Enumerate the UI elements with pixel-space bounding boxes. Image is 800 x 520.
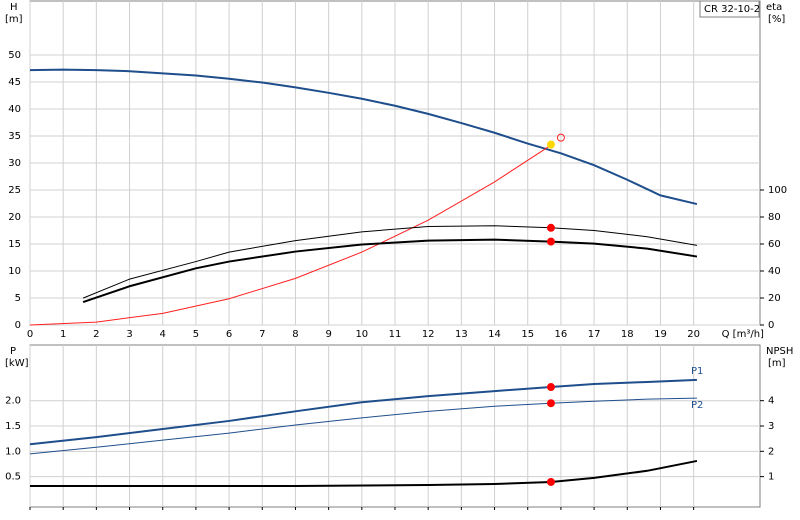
x-tick-label: 13 bbox=[455, 329, 468, 340]
curve bbox=[29, 397, 697, 455]
series-label: P2 bbox=[691, 400, 703, 411]
y-axis-unit: [kW] bbox=[5, 358, 29, 369]
y-tick-label: 35 bbox=[8, 131, 21, 142]
operating-point bbox=[546, 140, 555, 149]
x-tick-label: 17 bbox=[588, 329, 601, 340]
x-tick-label: 15 bbox=[521, 329, 534, 340]
y2-axis-unit: [%] bbox=[768, 14, 785, 25]
x-tick-label: 2 bbox=[93, 329, 99, 340]
x-tick-label: 1 bbox=[60, 329, 66, 340]
y-axis-label: H bbox=[10, 2, 18, 13]
x-tick-label: 14 bbox=[488, 329, 501, 340]
y-tick-label: 25 bbox=[8, 185, 21, 196]
operating-point bbox=[546, 477, 555, 486]
y2-tick-label: 80 bbox=[768, 212, 781, 223]
y-tick-label: 1.5 bbox=[5, 421, 21, 432]
y-tick-label: 5 bbox=[15, 293, 21, 304]
x-tick-label: 8 bbox=[292, 329, 298, 340]
y2-axis-label: NPSH bbox=[766, 346, 793, 357]
y-tick-label: 0 bbox=[15, 320, 21, 331]
y-tick-label: 30 bbox=[8, 158, 21, 169]
x-tick-label: 12 bbox=[422, 329, 435, 340]
y-tick-label: 1.0 bbox=[5, 446, 21, 457]
x-tick-label: 11 bbox=[389, 329, 402, 340]
x-tick-label: 18 bbox=[621, 329, 634, 340]
x-tick-label: 9 bbox=[325, 329, 331, 340]
x-axis-label: Q [m³/h] bbox=[722, 329, 764, 340]
y-tick-label: 20 bbox=[8, 212, 21, 223]
curve bbox=[82, 225, 698, 299]
curve bbox=[29, 378, 697, 446]
curve bbox=[29, 144, 552, 326]
y-tick-label: 45 bbox=[8, 77, 21, 88]
model-box bbox=[699, 0, 760, 18]
x-tick-label: 0 bbox=[27, 329, 33, 340]
y2-axis-label: eta bbox=[766, 2, 782, 13]
y2-tick-label: 0 bbox=[768, 320, 774, 331]
curve bbox=[82, 238, 698, 303]
y-tick-label: 50 bbox=[8, 50, 21, 61]
curve bbox=[29, 68, 698, 206]
series-label: P1 bbox=[691, 366, 703, 377]
y2-tick-label: 40 bbox=[768, 266, 781, 277]
x-tick-label: 6 bbox=[226, 329, 232, 340]
x-tick-label: 20 bbox=[687, 329, 700, 340]
y-tick-label: 2.0 bbox=[5, 396, 21, 407]
model-label: CR 32-10-2 bbox=[704, 4, 760, 15]
x-tick-label: 7 bbox=[259, 329, 265, 340]
y-tick-label: 0.5 bbox=[5, 472, 21, 483]
operating-point bbox=[546, 383, 555, 392]
y2-tick-label: 3 bbox=[768, 421, 774, 432]
operating-point bbox=[556, 133, 565, 142]
operating-point bbox=[546, 223, 555, 232]
x-tick-label: 16 bbox=[555, 329, 568, 340]
operating-point bbox=[546, 237, 555, 246]
x-tick-label: 19 bbox=[654, 329, 667, 340]
y-tick-label: 10 bbox=[8, 266, 21, 277]
curve bbox=[30, 459, 698, 487]
y2-tick-label: 100 bbox=[768, 185, 787, 196]
x-tick-label: 5 bbox=[193, 329, 199, 340]
y-axis-label: P bbox=[10, 346, 16, 357]
y2-tick-label: 4 bbox=[768, 396, 774, 407]
y2-tick-label: 2 bbox=[768, 446, 774, 457]
y2-tick-label: 60 bbox=[768, 239, 781, 250]
x-tick-label: 3 bbox=[126, 329, 132, 340]
y2-axis-unit: [m] bbox=[768, 358, 786, 369]
x-tick-label: 10 bbox=[355, 329, 368, 340]
y2-tick-label: 1 bbox=[768, 472, 774, 483]
y-tick-label: 15 bbox=[8, 239, 21, 250]
operating-point bbox=[546, 399, 555, 408]
x-tick-label: 4 bbox=[160, 329, 166, 340]
y-axis-unit: [m] bbox=[5, 14, 23, 25]
y2-tick-label: 20 bbox=[768, 293, 781, 304]
y-tick-label: 40 bbox=[8, 104, 21, 115]
